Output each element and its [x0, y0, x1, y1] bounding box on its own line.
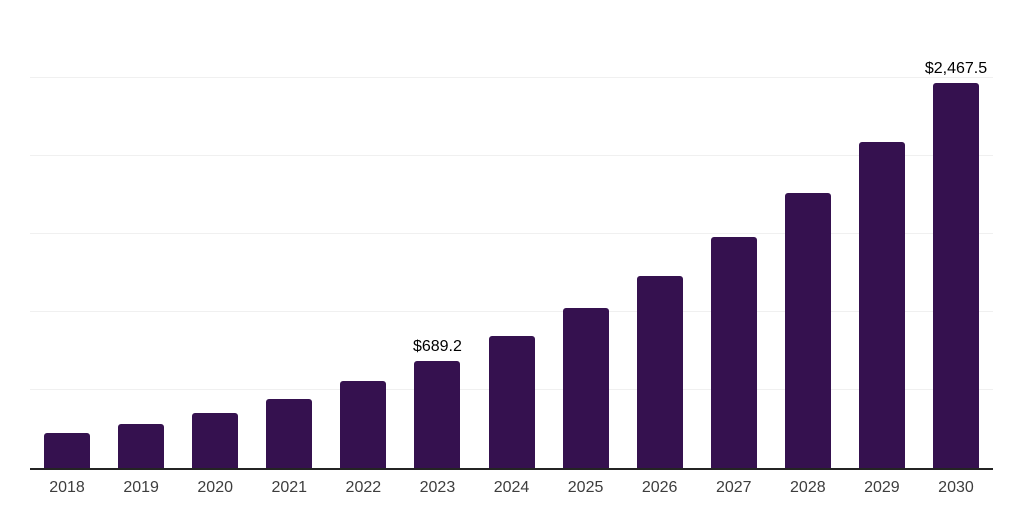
bar-2030 — [932, 83, 979, 468]
x-tick-2024: 2024 — [493, 479, 530, 496]
bar-cell-2023: $689.2 — [400, 2, 474, 468]
x-tick-2023: 2023 — [419, 479, 456, 496]
bar-cell-2020 — [178, 2, 252, 468]
x-tick-2019: 2019 — [123, 479, 159, 496]
bar-cell-2030: $2,467.5 — [919, 2, 993, 468]
x-tick-2026: 2026 — [641, 479, 678, 496]
bar-2023 — [414, 360, 461, 468]
data-label-2023: $689.2 — [412, 337, 462, 355]
x-tick-2025: 2025 — [567, 479, 604, 496]
bar-cell-2029 — [845, 2, 919, 468]
bar-cell-2019 — [104, 2, 178, 468]
bar-2018 — [44, 432, 91, 468]
bar-cell-2025 — [549, 2, 623, 468]
bar-2022 — [340, 380, 387, 468]
bar-2024 — [488, 336, 535, 468]
gridline-2000 — [30, 155, 993, 156]
bar-2025 — [562, 308, 609, 468]
bars-row: $689.2 $2,467.5 — [30, 2, 993, 468]
bar-2021 — [266, 398, 313, 468]
bar-2028 — [784, 192, 831, 468]
x-tick-2029: 2029 — [864, 479, 900, 496]
x-tick-2021: 2021 — [271, 479, 308, 496]
x-tick-2018: 2018 — [49, 479, 85, 496]
x-tick-2028: 2028 — [790, 479, 826, 496]
x-tick-2030: 2030 — [938, 479, 974, 496]
bar-cell-2024 — [474, 2, 548, 468]
gridline-1000 — [30, 311, 993, 312]
x-tick-2020: 2020 — [197, 479, 233, 496]
bar-2019 — [118, 423, 165, 468]
bar-cell-2022 — [326, 2, 400, 468]
bar-2029 — [858, 141, 905, 468]
bar-2020 — [192, 412, 239, 468]
x-axis: 2018 2019 2020 2021 2022 2023 2024 2025 2026 2027… — [30, 478, 993, 498]
x-tick-2027: 2027 — [715, 479, 752, 496]
bar-2026 — [636, 276, 683, 468]
bar-cell-2028 — [771, 2, 845, 468]
bar-2027 — [710, 237, 757, 468]
x-tick-2022: 2022 — [345, 479, 382, 496]
data-label-2030: $2,467.5 — [924, 60, 988, 78]
gridline-2500 — [30, 77, 993, 78]
plot-area: $689.2 $2,467.5 — [30, 2, 993, 470]
bar-cell-2027 — [697, 2, 771, 468]
bar-cell-2018 — [30, 2, 104, 468]
bar-cell-2026 — [623, 2, 697, 468]
gridline-1500 — [30, 233, 993, 234]
bar-cell-2021 — [252, 2, 326, 468]
